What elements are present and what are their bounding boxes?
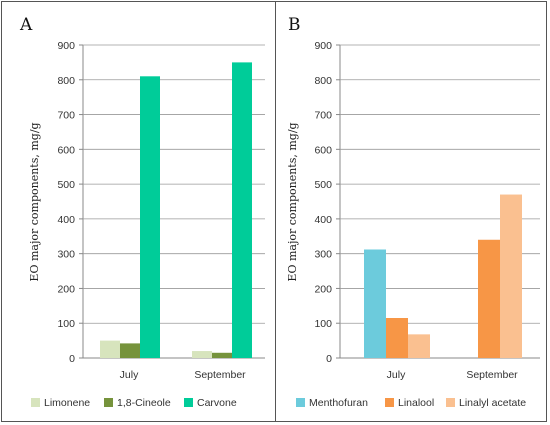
y-tick-label: 900	[57, 40, 75, 52]
panel-a-category-label: September	[194, 369, 246, 381]
legend-label: Carvone	[197, 397, 237, 409]
panel-b-y-ticks: 0 100 200 300 400 500 600 700 800 900	[314, 40, 340, 365]
y-tick-label: 600	[314, 144, 332, 156]
bar-a-limonene-july	[100, 340, 120, 358]
panel-a-legend: Limonene 1,8-Cineole Carvone	[31, 397, 237, 409]
y-tick-label: 500	[314, 179, 332, 191]
legend-label: Limonene	[44, 397, 90, 409]
panel-b-category-label: July	[387, 369, 406, 381]
legend-label: 1,8-Cineole	[117, 397, 171, 409]
panel-b-legend: Menthofuran Linalool Linalyl acetate	[296, 397, 526, 409]
panel-a-y-ticks: 0 100 200 300 400 500 600 700 800 900	[57, 40, 83, 365]
legend-swatch	[184, 398, 193, 407]
bar-b-linalyl-acetate-july	[408, 334, 430, 358]
bar-a-carvone-september	[232, 62, 252, 359]
y-tick-label: 0	[326, 353, 332, 365]
panel-b-category-label: September	[466, 369, 518, 381]
panel-b-y-axis-label: EO major components, mg/g	[286, 122, 299, 281]
legend-swatch	[446, 398, 455, 407]
y-tick-label: 300	[314, 249, 332, 261]
panel-b: B 0 100 200 300 400 500 600 700 800 900 July Sept…	[286, 15, 540, 409]
legend-label: Linalyl acetate	[459, 397, 526, 409]
bar-a-1-8-cineole-september	[212, 352, 232, 358]
legend-swatch	[104, 398, 113, 407]
y-tick-label: 500	[57, 179, 75, 191]
panel-a-y-axis-label: EO major components, mg/g	[28, 122, 41, 281]
bar-a-1-8-cineole-july	[120, 343, 140, 358]
bar-b-linalyl-acetate-september	[500, 194, 522, 358]
y-tick-label: 400	[314, 214, 332, 226]
y-tick-label: 100	[57, 318, 75, 330]
y-tick-label: 700	[57, 110, 75, 122]
y-tick-label: 200	[57, 283, 75, 295]
y-tick-label: 100	[314, 318, 332, 330]
y-tick-label: 600	[57, 144, 75, 156]
panel-divider	[275, 2, 276, 421]
legend-label: Linalool	[398, 397, 434, 409]
bar-b-menthofuran-july	[364, 249, 386, 358]
y-tick-label: 800	[314, 75, 332, 87]
bar-a-limonene-september	[192, 351, 212, 358]
legend-swatch	[296, 398, 305, 407]
y-tick-label: 400	[57, 214, 75, 226]
y-tick-label: 800	[57, 75, 75, 87]
legend-swatch	[31, 398, 40, 407]
y-tick-label: 0	[69, 353, 75, 365]
legend-swatch	[385, 398, 394, 407]
y-tick-label: 900	[314, 40, 332, 52]
panel-b-letter: B	[288, 15, 301, 35]
y-tick-label: 700	[314, 110, 332, 122]
bar-a-carvone-july	[140, 76, 160, 359]
panel-b-bars	[364, 194, 522, 358]
y-tick-label: 200	[314, 283, 332, 295]
bar-b-linalool-september	[478, 239, 500, 358]
panel-a-bars	[100, 62, 252, 359]
y-tick-label: 300	[57, 249, 75, 261]
bar-b-linalool-july	[386, 318, 408, 358]
legend-label: Menthofuran	[309, 397, 368, 409]
panel-a-letter: A	[19, 15, 33, 35]
panel-a-category-label: July	[120, 369, 139, 381]
panel-a: A 0 100 200 300 400 500 600 700 800 900 July Sept…	[19, 15, 265, 409]
